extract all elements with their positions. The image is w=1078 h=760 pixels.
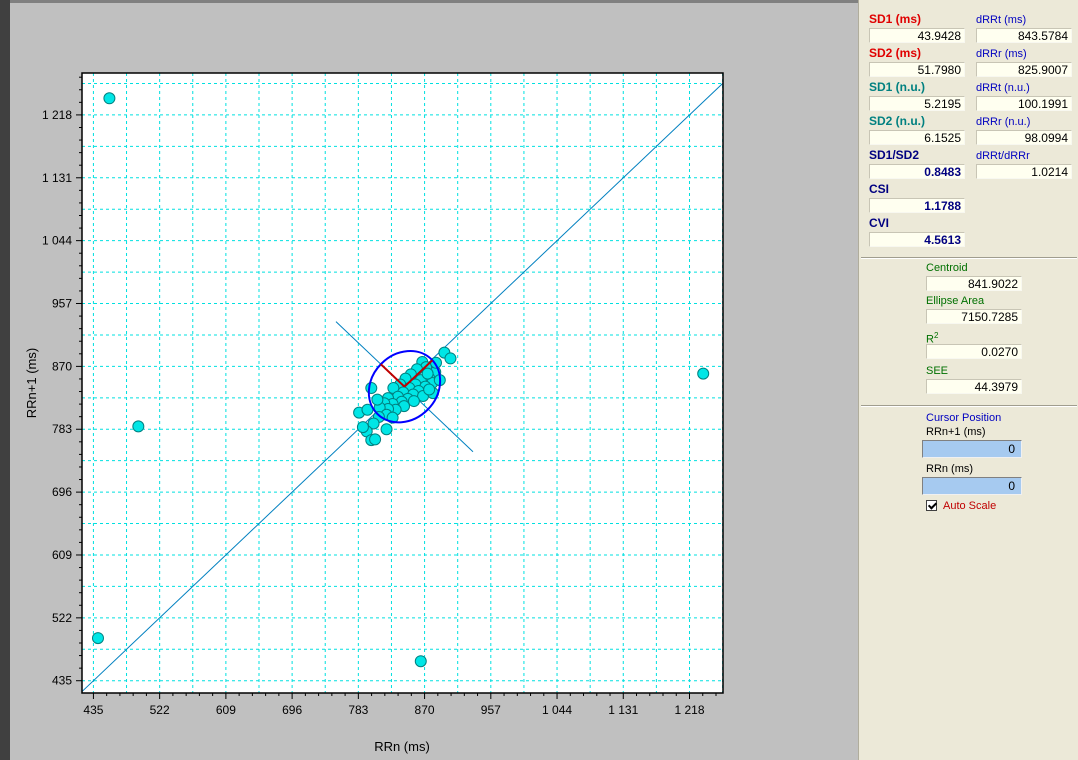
separator-1 [861,257,1077,259]
data-point [380,423,393,436]
cursor-position-title: Cursor Position [926,412,1002,424]
cvi-value: 4.5613 [869,232,965,247]
sd2-ms-label: SD2 (ms) [869,46,922,60]
x-tick-label: 1 218 [674,703,704,717]
x-axis-label: RRn (ms) [374,739,430,754]
drrr-nu-label: dRRr (n.u.) [976,116,1031,128]
data-point [103,92,116,105]
x-ticks: 435 522 609 696 783 870 957 1 044 1 131 1 218 [83,693,717,717]
cursor-rrn1-field[interactable]: 0 [922,440,1022,458]
x-tick-label: 870 [415,703,435,717]
separator-2 [861,405,1077,407]
drrr-nu-value: 98.0994 [976,130,1072,145]
centroid-label: Centroid [926,262,968,274]
y-tick-label: 957 [52,297,72,311]
drrt-nu-value: 100.1991 [976,96,1072,111]
r2-label: R2 [926,330,938,346]
top-border [0,0,858,3]
x-tick-label: 957 [481,703,501,717]
ellipse-area-label: Ellipse Area [926,295,985,307]
plot-frame [81,72,724,694]
left-border [0,0,10,760]
y-tick-label: 1 218 [42,108,72,122]
drrt-ms-label: dRRt (ms) [976,14,1027,26]
poincare-plot[interactable]: 435 522 609 696 783 870 957 1 044 1 131 1 218 435… [10,3,858,760]
r2-value: 0.0270 [926,344,1022,359]
sd1-sd2-value: 0.8483 [869,164,965,179]
x-tick-label: 1 044 [542,703,572,717]
see-value: 44.3979 [926,379,1022,394]
x-tick-label: 783 [348,703,368,717]
data-point [444,352,457,365]
ellipse-area-value: 7150.7285 [926,309,1022,324]
y-tick-label: 696 [52,485,72,499]
sd2-ms-value: 51.7980 [869,62,965,77]
data-point [697,367,710,380]
sd2-nu-label: SD2 (n.u.) [869,114,925,128]
y-tick-label: 435 [52,674,72,688]
csi-value: 1.1788 [869,198,965,213]
csi-label: CSI [869,182,890,196]
x-tick-label: 522 [150,703,170,717]
r2-label-text: R [926,333,934,346]
data-points [91,92,710,668]
x-tick-label: 696 [282,703,302,717]
data-point [421,367,434,380]
cvi-label: CVI [869,216,890,230]
sd2-nu-value: 6.1525 [869,130,965,145]
r2-label-sup: 2 [933,331,939,340]
sd1-sd2-label: SD1/SD2 [869,148,920,162]
auto-scale-checkbox[interactable] [926,500,937,511]
y-axis-label: RRn+1 (ms) [24,348,39,418]
x-tick-label: 435 [83,703,103,717]
data-point [91,632,104,645]
cursor-rrn-label: RRn (ms) [926,463,974,475]
see-label: SEE [926,365,949,377]
y-tick-label: 1 131 [42,171,72,185]
data-point [369,433,382,446]
x-tick-label: 609 [216,703,236,717]
stats-panel: SD1 (ms) dRRt (ms) 43.9428 843.5784 SD2 … [858,0,1078,760]
y-tick-label: 1 044 [42,234,72,248]
data-point [423,383,436,396]
drrt-drrr-value: 1.0214 [976,164,1072,179]
drrr-ms-value: 825.9007 [976,62,1072,77]
sd2-axis [403,359,434,388]
data-point [365,382,378,395]
y-tick-label: 522 [52,611,72,625]
sd1-ms-value: 43.9428 [869,28,965,43]
x-tick-label: 1 131 [608,703,638,717]
drrt-drrr-label: dRRt/dRRr [976,150,1030,162]
centroid-value: 841.9022 [926,276,1022,291]
y-tick-label: 609 [52,548,72,562]
data-point [356,421,369,434]
sd1-nu-value: 5.2195 [869,96,965,111]
sd1-nu-label: SD1 (n.u.) [869,80,925,94]
auto-scale-label[interactable]: Auto Scale [943,500,997,512]
data-point [371,393,384,406]
data-point [414,655,427,668]
drrt-nu-label: dRRt (n.u.) [976,82,1030,94]
data-point [407,395,420,408]
cursor-rrn-field[interactable]: 0 [922,477,1022,495]
data-point [367,417,380,430]
data-point [132,420,145,433]
drrr-ms-label: dRRr (ms) [976,48,1027,60]
sd1-ms-label: SD1 (ms) [869,12,922,26]
sd1-axis [380,363,406,388]
cursor-rrn1-label: RRn+1 (ms) [926,426,986,438]
y-tick-label: 783 [52,422,72,436]
drrt-ms-value: 843.5784 [976,28,1072,43]
y-ticks: 435 522 609 696 783 870 957 1 044 1 131 1 218 [42,76,82,688]
plot-area[interactable]: 435 522 609 696 783 870 957 1 044 1 131 1 218 435… [0,0,858,760]
y-tick-label: 870 [52,359,72,373]
